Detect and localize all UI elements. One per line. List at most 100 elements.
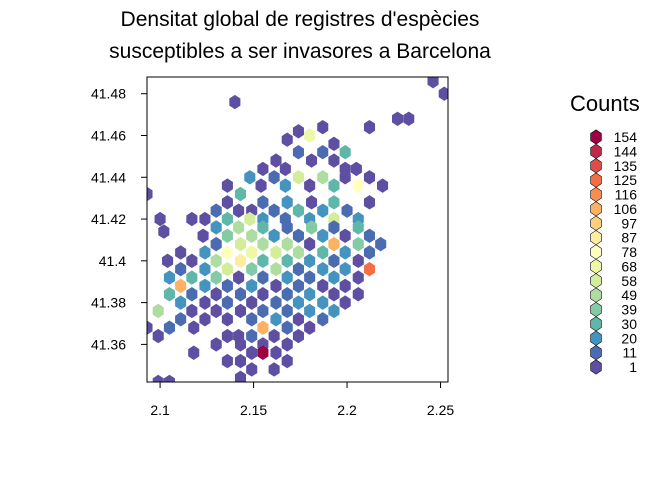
- hex-bin: [328, 287, 340, 302]
- hex-bin: [304, 303, 316, 319]
- hex-bin: [281, 220, 293, 235]
- hex-bin: [221, 328, 233, 344]
- hex-bin: [186, 211, 198, 227]
- legend-swatch: [590, 215, 602, 231]
- hex-bin: [375, 236, 387, 252]
- hex-bin: [163, 320, 175, 335]
- legend-swatch: [590, 230, 602, 246]
- hex-bin: [257, 287, 269, 302]
- hex-bin: [246, 295, 258, 310]
- legend-label: 1: [629, 359, 637, 375]
- hex-bin: [281, 270, 293, 285]
- x-tick-label: 2.25: [427, 402, 454, 418]
- hex-bin: [270, 295, 282, 310]
- hex-bin: [304, 270, 316, 285]
- hex-bin: [221, 278, 233, 294]
- hex-bin: [210, 236, 222, 252]
- legend: Counts 1541441351251161069787786858493930…: [570, 91, 640, 375]
- hex-bin: [363, 119, 376, 135]
- hex-bin: [438, 86, 448, 101]
- legend-swatch: [590, 273, 602, 289]
- hex-bin: [246, 278, 258, 294]
- hex-bin: [328, 178, 340, 193]
- hex-bin: [328, 220, 340, 235]
- hex-bin: [292, 245, 304, 260]
- legend-label: 58: [621, 273, 637, 289]
- hex-bin: [317, 203, 329, 218]
- hex-bin: [188, 320, 200, 335]
- hex-bin: [233, 203, 245, 218]
- hex-bin: [188, 345, 200, 360]
- hex-bin: [317, 295, 329, 310]
- hex-bin: [328, 270, 340, 285]
- hex-bin: [163, 374, 175, 382]
- hex-bin: [292, 261, 304, 277]
- hex-bin: [317, 245, 329, 260]
- chart-title-line1: Densitat global de registres d'espècies: [120, 8, 480, 31]
- hex-bin: [199, 245, 211, 260]
- hex-bin: [328, 153, 340, 168]
- hex-bin: [175, 245, 187, 260]
- legend-swatch: [590, 345, 602, 361]
- hex-bin: [246, 228, 258, 243]
- hex-bin: [317, 278, 329, 294]
- hex-bin: [246, 328, 258, 344]
- hex-bin: [281, 236, 293, 252]
- hex-bin: [163, 287, 175, 302]
- hex-bin: [257, 161, 269, 177]
- legend-label: 11: [622, 345, 637, 361]
- hex-bin: [152, 303, 164, 319]
- hex-bin: [281, 195, 293, 210]
- hex-bin: [317, 312, 329, 327]
- legend-swatch: [590, 301, 602, 318]
- hex-bin: [268, 228, 280, 243]
- hex-bin: [246, 345, 258, 360]
- hex-bin: [281, 253, 293, 269]
- hex-bin: [257, 303, 269, 319]
- hex-bin: [255, 178, 267, 193]
- legend-swatch: [590, 359, 602, 375]
- hex-bin: [292, 295, 304, 310]
- hex-bin: [339, 228, 351, 243]
- hex-bin: [233, 270, 245, 285]
- legend-label: 78: [621, 244, 637, 260]
- legend-label: 97: [621, 215, 637, 231]
- hex-bin: [175, 278, 187, 294]
- hex-bin: [175, 295, 187, 310]
- hex-bin: [234, 370, 247, 382]
- hex-bin: [363, 245, 376, 260]
- hex-bin: [352, 178, 364, 193]
- legend-label: 135: [614, 158, 638, 174]
- hex-bin: [147, 320, 153, 335]
- hex-bin: [304, 178, 316, 193]
- x-tick-label: 2.1: [150, 402, 170, 418]
- hex-bin: [268, 328, 280, 344]
- hex-bin: [270, 345, 282, 360]
- y-tick-label: 41.48: [91, 86, 126, 102]
- hex-bin: [175, 261, 187, 277]
- legend-swatch: [590, 244, 602, 260]
- hex-bin: [199, 278, 211, 294]
- hex-bin: [328, 195, 340, 210]
- chart-title-line2: susceptibles a ser invasores a Barcelona: [109, 40, 491, 63]
- hex-bin: [292, 278, 304, 294]
- hex-bin: [292, 170, 304, 185]
- hex-bin: [186, 287, 198, 302]
- hex-bin: [234, 353, 247, 369]
- hex-bin: [234, 186, 247, 202]
- legend-swatch: [590, 186, 602, 203]
- hex-bin: [339, 295, 351, 310]
- hex-bin: [328, 253, 340, 269]
- hex-bin: [197, 228, 209, 243]
- hex-bin: [270, 312, 282, 327]
- y-tick-label: 41.36: [91, 336, 126, 352]
- hex-bin: [234, 287, 247, 302]
- hex-bin: [152, 328, 164, 344]
- legend-label: 68: [621, 258, 637, 274]
- y-tick-label: 41.44: [91, 169, 126, 185]
- hex-bin: [268, 170, 280, 185]
- hex-bin: [234, 337, 247, 352]
- hex-bin: [363, 228, 376, 243]
- hex-bin: [317, 145, 329, 160]
- hex-bin: [186, 270, 198, 285]
